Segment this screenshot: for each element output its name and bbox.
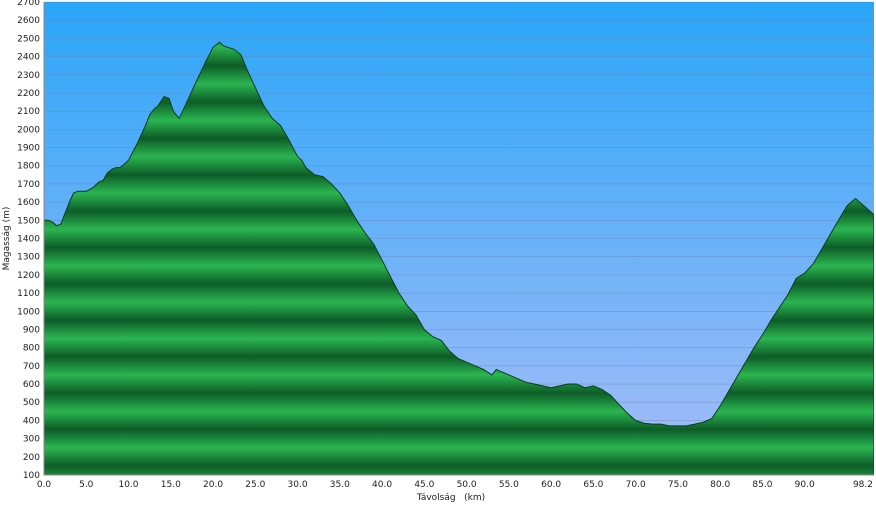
y-tick-label: 1500 (17, 216, 40, 226)
x-tick-label: 75.0 (668, 480, 688, 490)
y-axis-title: Magasság (m) (2, 207, 12, 271)
x-tick-label: 50.0 (457, 480, 477, 490)
y-tick-label: 100 (23, 471, 40, 481)
y-tick-label: 400 (23, 416, 40, 426)
y-tick-label: 2700 (17, 0, 40, 8)
y-tick-label: 2600 (17, 16, 40, 26)
y-tick-label: 2100 (17, 107, 40, 117)
y-tick-label: 2000 (17, 125, 40, 135)
elevation-area (44, 41, 874, 475)
y-tick-label: 1000 (17, 307, 40, 317)
y-axis-ticks: 100 200 300 400 500 600 700 800 900 1000 1100 1200 1… (17, 0, 40, 481)
y-tick-label: 200 (23, 453, 40, 463)
y-tick-label: 1100 (17, 289, 40, 299)
x-tick-label: 15.0 (161, 480, 181, 490)
y-tick-label: 2500 (17, 34, 40, 44)
y-tick-label: 800 (23, 344, 40, 354)
x-tick-label: 65.0 (583, 480, 603, 490)
y-tick-label: 1800 (17, 162, 40, 172)
x-tick-label: 30.0 (288, 480, 308, 490)
y-tick-label: 700 (23, 362, 40, 372)
y-tick-label: 300 (23, 435, 40, 445)
x-tick-label: 98.2 (853, 480, 873, 490)
y-tick-label: 1600 (17, 198, 40, 208)
x-tick-label: 70.0 (626, 480, 646, 490)
x-tick-label: 20.0 (203, 480, 223, 490)
y-tick-label: 2400 (17, 53, 40, 63)
y-tick-label: 2200 (17, 89, 40, 99)
x-tick-label: 25.0 (245, 480, 265, 490)
y-tick-label: 1400 (17, 235, 40, 245)
x-tick-label: 85.0 (752, 480, 772, 490)
y-tick-label: 900 (23, 325, 40, 335)
x-tick-label: 80.0 (710, 480, 730, 490)
x-tick-label: 10.0 (118, 480, 138, 490)
x-tick-label: 90.0 (795, 480, 815, 490)
x-axis-ticks: 0.0 5.0 10.0 15.0 20.0 25.0 30.0 35.0 40.0 45.0 50… (37, 480, 873, 490)
x-tick-label: 0.0 (37, 480, 52, 490)
y-tick-label: 2300 (17, 71, 40, 81)
x-tick-label: 35.0 (330, 480, 350, 490)
x-tick-label: 45.0 (414, 480, 434, 490)
y-tick-label: 1200 (17, 271, 40, 281)
x-tick-label: 60.0 (541, 480, 561, 490)
x-tick-label: 55.0 (499, 480, 519, 490)
y-tick-label: 1900 (17, 144, 40, 154)
y-tick-label: 500 (23, 398, 40, 408)
x-tick-label: 5.0 (79, 480, 94, 490)
x-axis-title: Távolság (km) (416, 493, 485, 503)
y-tick-label: 600 (23, 380, 40, 390)
x-tick-label: 40.0 (372, 480, 392, 490)
y-tick-label: 1300 (17, 253, 40, 263)
y-tick-label: 1700 (17, 180, 40, 190)
